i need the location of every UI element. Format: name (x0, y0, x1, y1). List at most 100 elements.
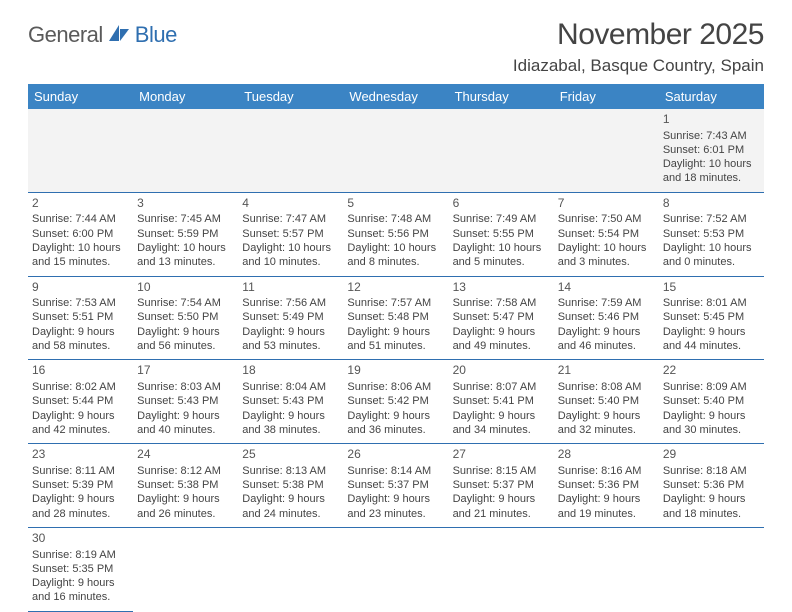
sunrise-line: Sunrise: 7:53 AM (32, 296, 129, 310)
day-cell (28, 109, 133, 192)
sunrise-line: Sunrise: 8:19 AM (32, 548, 129, 562)
day-number: 12 (347, 280, 444, 296)
day-cell: 13Sunrise: 7:58 AMSunset: 5:47 PMDayligh… (449, 276, 554, 360)
sunset-line: Sunset: 5:54 PM (558, 227, 655, 241)
day-cell: 9Sunrise: 7:53 AMSunset: 5:51 PMDaylight… (28, 276, 133, 360)
day-cell: 17Sunrise: 8:03 AMSunset: 5:43 PMDayligh… (133, 360, 238, 444)
col-friday: Friday (554, 84, 659, 109)
sunrise-line: Sunrise: 8:15 AM (453, 464, 550, 478)
day-cell (238, 527, 343, 611)
sunset-line: Sunset: 6:00 PM (32, 227, 129, 241)
daylight-line: Daylight: 10 hours and 13 minutes. (137, 241, 234, 270)
sunset-line: Sunset: 5:35 PM (32, 562, 129, 576)
daylight-line: Daylight: 9 hours and 24 minutes. (242, 492, 339, 521)
sunrise-line: Sunrise: 7:49 AM (453, 212, 550, 226)
day-cell: 6Sunrise: 7:49 AMSunset: 5:55 PMDaylight… (449, 192, 554, 276)
sunset-line: Sunset: 5:50 PM (137, 310, 234, 324)
sunrise-line: Sunrise: 7:54 AM (137, 296, 234, 310)
sunrise-line: Sunrise: 8:02 AM (32, 380, 129, 394)
day-cell: 23Sunrise: 8:11 AMSunset: 5:39 PMDayligh… (28, 444, 133, 528)
day-cell (659, 527, 764, 611)
table-row: 23Sunrise: 8:11 AMSunset: 5:39 PMDayligh… (28, 444, 764, 528)
table-row: 9Sunrise: 7:53 AMSunset: 5:51 PMDaylight… (28, 276, 764, 360)
day-number: 18 (242, 363, 339, 379)
sunrise-line: Sunrise: 7:44 AM (32, 212, 129, 226)
daylight-line: Daylight: 9 hours and 40 minutes. (137, 409, 234, 438)
sunset-line: Sunset: 5:51 PM (32, 310, 129, 324)
day-cell (133, 527, 238, 611)
sunrise-line: Sunrise: 7:57 AM (347, 296, 444, 310)
sunset-line: Sunset: 5:39 PM (32, 478, 129, 492)
day-number: 29 (663, 447, 760, 463)
sunrise-line: Sunrise: 7:47 AM (242, 212, 339, 226)
sunset-line: Sunset: 5:40 PM (558, 394, 655, 408)
daylight-line: Daylight: 9 hours and 44 minutes. (663, 325, 760, 354)
day-cell: 14Sunrise: 7:59 AMSunset: 5:46 PMDayligh… (554, 276, 659, 360)
day-cell: 25Sunrise: 8:13 AMSunset: 5:38 PMDayligh… (238, 444, 343, 528)
daylight-line: Daylight: 9 hours and 56 minutes. (137, 325, 234, 354)
day-cell: 16Sunrise: 8:02 AMSunset: 5:44 PMDayligh… (28, 360, 133, 444)
day-cell: 3Sunrise: 7:45 AMSunset: 5:59 PMDaylight… (133, 192, 238, 276)
daylight-line: Daylight: 9 hours and 38 minutes. (242, 409, 339, 438)
day-cell (554, 527, 659, 611)
day-number: 13 (453, 280, 550, 296)
sunrise-line: Sunrise: 8:16 AM (558, 464, 655, 478)
day-number: 21 (558, 363, 655, 379)
day-cell: 1Sunrise: 7:43 AMSunset: 6:01 PMDaylight… (659, 109, 764, 192)
header-row: Sunday Monday Tuesday Wednesday Thursday… (28, 84, 764, 109)
sunset-line: Sunset: 5:46 PM (558, 310, 655, 324)
sunset-line: Sunset: 5:38 PM (242, 478, 339, 492)
sunrise-line: Sunrise: 8:01 AM (663, 296, 760, 310)
day-cell (343, 109, 448, 192)
sunset-line: Sunset: 5:42 PM (347, 394, 444, 408)
day-cell: 2Sunrise: 7:44 AMSunset: 6:00 PMDaylight… (28, 192, 133, 276)
table-row: 30Sunrise: 8:19 AMSunset: 5:35 PMDayligh… (28, 527, 764, 611)
sunset-line: Sunset: 5:40 PM (663, 394, 760, 408)
day-number: 2 (32, 196, 129, 212)
day-number: 14 (558, 280, 655, 296)
day-cell: 12Sunrise: 7:57 AMSunset: 5:48 PMDayligh… (343, 276, 448, 360)
daylight-line: Daylight: 9 hours and 42 minutes. (32, 409, 129, 438)
sunset-line: Sunset: 5:48 PM (347, 310, 444, 324)
sunset-line: Sunset: 5:55 PM (453, 227, 550, 241)
daylight-line: Daylight: 9 hours and 32 minutes. (558, 409, 655, 438)
daylight-line: Daylight: 10 hours and 3 minutes. (558, 241, 655, 270)
day-number: 11 (242, 280, 339, 296)
day-cell: 5Sunrise: 7:48 AMSunset: 5:56 PMDaylight… (343, 192, 448, 276)
daylight-line: Daylight: 9 hours and 23 minutes. (347, 492, 444, 521)
day-cell: 27Sunrise: 8:15 AMSunset: 5:37 PMDayligh… (449, 444, 554, 528)
sunrise-line: Sunrise: 8:06 AM (347, 380, 444, 394)
sunrise-line: Sunrise: 8:04 AM (242, 380, 339, 394)
sunrise-line: Sunrise: 7:43 AM (663, 129, 760, 143)
sunset-line: Sunset: 5:56 PM (347, 227, 444, 241)
daylight-line: Daylight: 10 hours and 18 minutes. (663, 157, 760, 186)
daylight-line: Daylight: 9 hours and 36 minutes. (347, 409, 444, 438)
sunrise-line: Sunrise: 8:18 AM (663, 464, 760, 478)
day-cell: 30Sunrise: 8:19 AMSunset: 5:35 PMDayligh… (28, 527, 133, 611)
daylight-line: Daylight: 9 hours and 28 minutes. (32, 492, 129, 521)
sunrise-line: Sunrise: 8:07 AM (453, 380, 550, 394)
table-row: 1Sunrise: 7:43 AMSunset: 6:01 PMDaylight… (28, 109, 764, 192)
daylight-line: Daylight: 9 hours and 21 minutes. (453, 492, 550, 521)
sunset-line: Sunset: 5:37 PM (453, 478, 550, 492)
page-header: General Blue November 2025 Idiazabal, Ba… (28, 18, 764, 76)
day-number: 17 (137, 363, 234, 379)
sunrise-line: Sunrise: 7:58 AM (453, 296, 550, 310)
day-number: 19 (347, 363, 444, 379)
sunset-line: Sunset: 5:36 PM (558, 478, 655, 492)
location-text: Idiazabal, Basque Country, Spain (513, 56, 764, 76)
col-saturday: Saturday (659, 84, 764, 109)
day-number: 20 (453, 363, 550, 379)
day-number: 16 (32, 363, 129, 379)
sunrise-line: Sunrise: 7:52 AM (663, 212, 760, 226)
day-cell: 7Sunrise: 7:50 AMSunset: 5:54 PMDaylight… (554, 192, 659, 276)
sunset-line: Sunset: 5:43 PM (242, 394, 339, 408)
sunrise-line: Sunrise: 8:14 AM (347, 464, 444, 478)
daylight-line: Daylight: 10 hours and 5 minutes. (453, 241, 550, 270)
day-number: 10 (137, 280, 234, 296)
day-cell: 22Sunrise: 8:09 AMSunset: 5:40 PMDayligh… (659, 360, 764, 444)
daylight-line: Daylight: 10 hours and 0 minutes. (663, 241, 760, 270)
sunset-line: Sunset: 5:47 PM (453, 310, 550, 324)
col-sunday: Sunday (28, 84, 133, 109)
day-number: 4 (242, 196, 339, 212)
